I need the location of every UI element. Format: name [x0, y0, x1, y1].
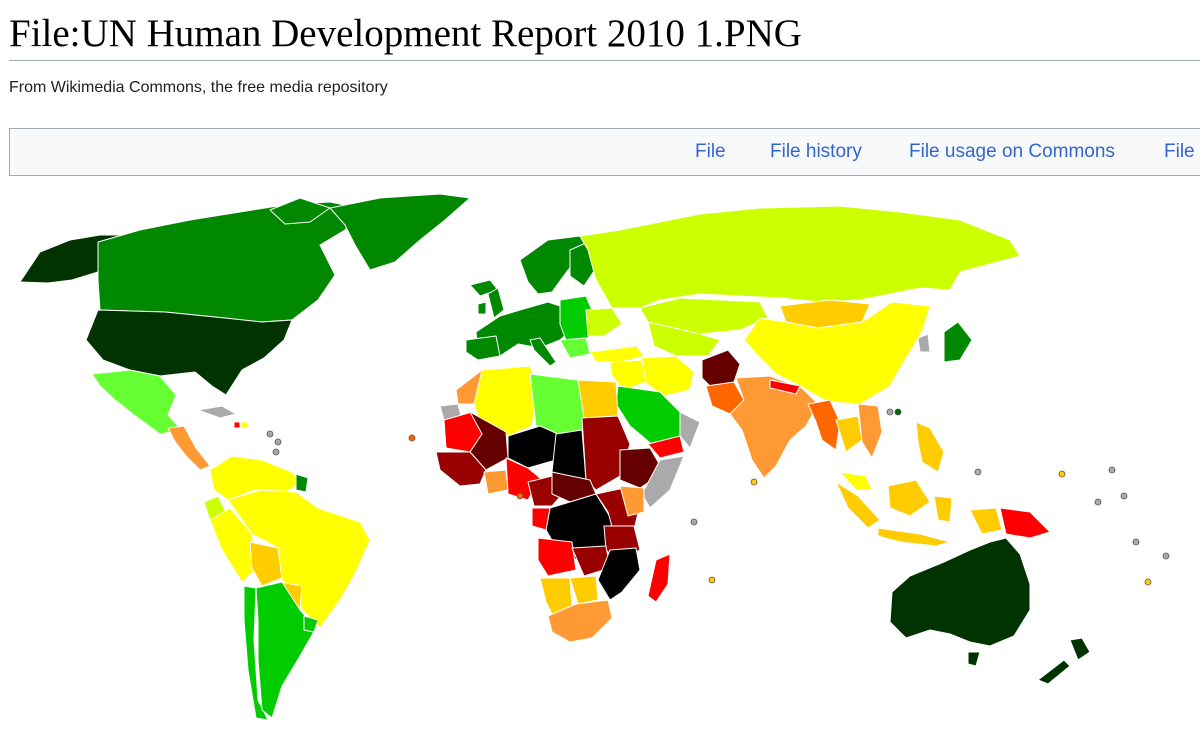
region-oman — [679, 411, 701, 449]
region-australia — [889, 537, 1031, 647]
hdi-world-map[interactable] — [0, 190, 1200, 741]
region-malaysia — [839, 471, 873, 491]
region-iberia — [465, 335, 501, 361]
region-vietnam — [857, 403, 883, 459]
region-botswana — [569, 575, 599, 605]
tab-file-history[interactable]: File history — [770, 141, 862, 162]
region-yemen — [647, 435, 685, 459]
region-chile — [243, 585, 269, 721]
region-italy — [529, 337, 557, 367]
region-venezuela-colombia — [209, 455, 303, 501]
region-myanmar — [807, 399, 841, 451]
region-angola — [537, 537, 577, 577]
region-sulawesi — [933, 495, 953, 523]
region-brazil — [227, 489, 371, 629]
region-usa — [85, 309, 293, 396]
region-libya — [529, 373, 587, 435]
region-arctic-islands — [269, 197, 331, 225]
region-argentina — [255, 581, 317, 719]
region-borneo — [887, 479, 931, 517]
region-west-coast — [435, 451, 487, 487]
region-algeria — [473, 365, 539, 437]
small-island-markers — [266, 408, 1170, 586]
region-papua-new-guinea — [999, 507, 1051, 539]
region-new-guinea-west — [969, 507, 1003, 535]
region-haiti — [233, 421, 241, 429]
site-tagline: From Wikimedia Commons, the free media r… — [9, 79, 388, 96]
region-greenland — [329, 193, 471, 271]
region-java — [877, 527, 951, 547]
region-dominican — [240, 421, 249, 429]
region-tasmania — [967, 651, 981, 667]
region-central-america — [167, 425, 211, 471]
tab-file-global-usage[interactable]: File — [1164, 141, 1195, 162]
region-iraq — [609, 359, 647, 391]
region-ghana — [483, 469, 509, 495]
tab-file[interactable]: File — [695, 141, 726, 162]
region-congo-gabon — [531, 507, 551, 531]
region-philippines — [915, 421, 945, 473]
region-japan — [943, 321, 973, 363]
region-sumatra — [835, 481, 881, 529]
region-madagascar — [647, 553, 671, 603]
page-title: File:UN Human Development Report 2010 1.… — [9, 12, 802, 55]
region-new-zealand-south — [1037, 659, 1071, 685]
region-india — [729, 375, 819, 479]
file-tabs-bar: File File history File usage on Commons … — [9, 128, 1200, 176]
tab-file-usage-on-commons[interactable]: File usage on Commons — [909, 141, 1115, 162]
region-central-asia — [647, 321, 721, 357]
region-guianas — [295, 473, 309, 493]
region-kenya — [619, 485, 645, 517]
region-china — [743, 301, 931, 405]
world-map-svg — [0, 190, 1200, 741]
region-egypt — [577, 379, 619, 419]
region-uruguay — [303, 615, 319, 633]
region-balkans — [559, 337, 591, 359]
region-turkey — [589, 345, 645, 363]
region-mozambique — [597, 547, 641, 601]
region-ireland — [477, 301, 487, 315]
title-divider — [9, 60, 1200, 61]
region-korea — [917, 333, 931, 353]
region-ukraine — [585, 307, 623, 337]
region-bolivia — [249, 541, 283, 587]
region-nepal — [769, 379, 801, 395]
region-new-zealand — [1069, 637, 1091, 661]
region-cuba — [197, 405, 237, 419]
region-south-africa — [547, 599, 613, 643]
region-uk — [487, 287, 505, 319]
region-somalia — [641, 455, 685, 509]
